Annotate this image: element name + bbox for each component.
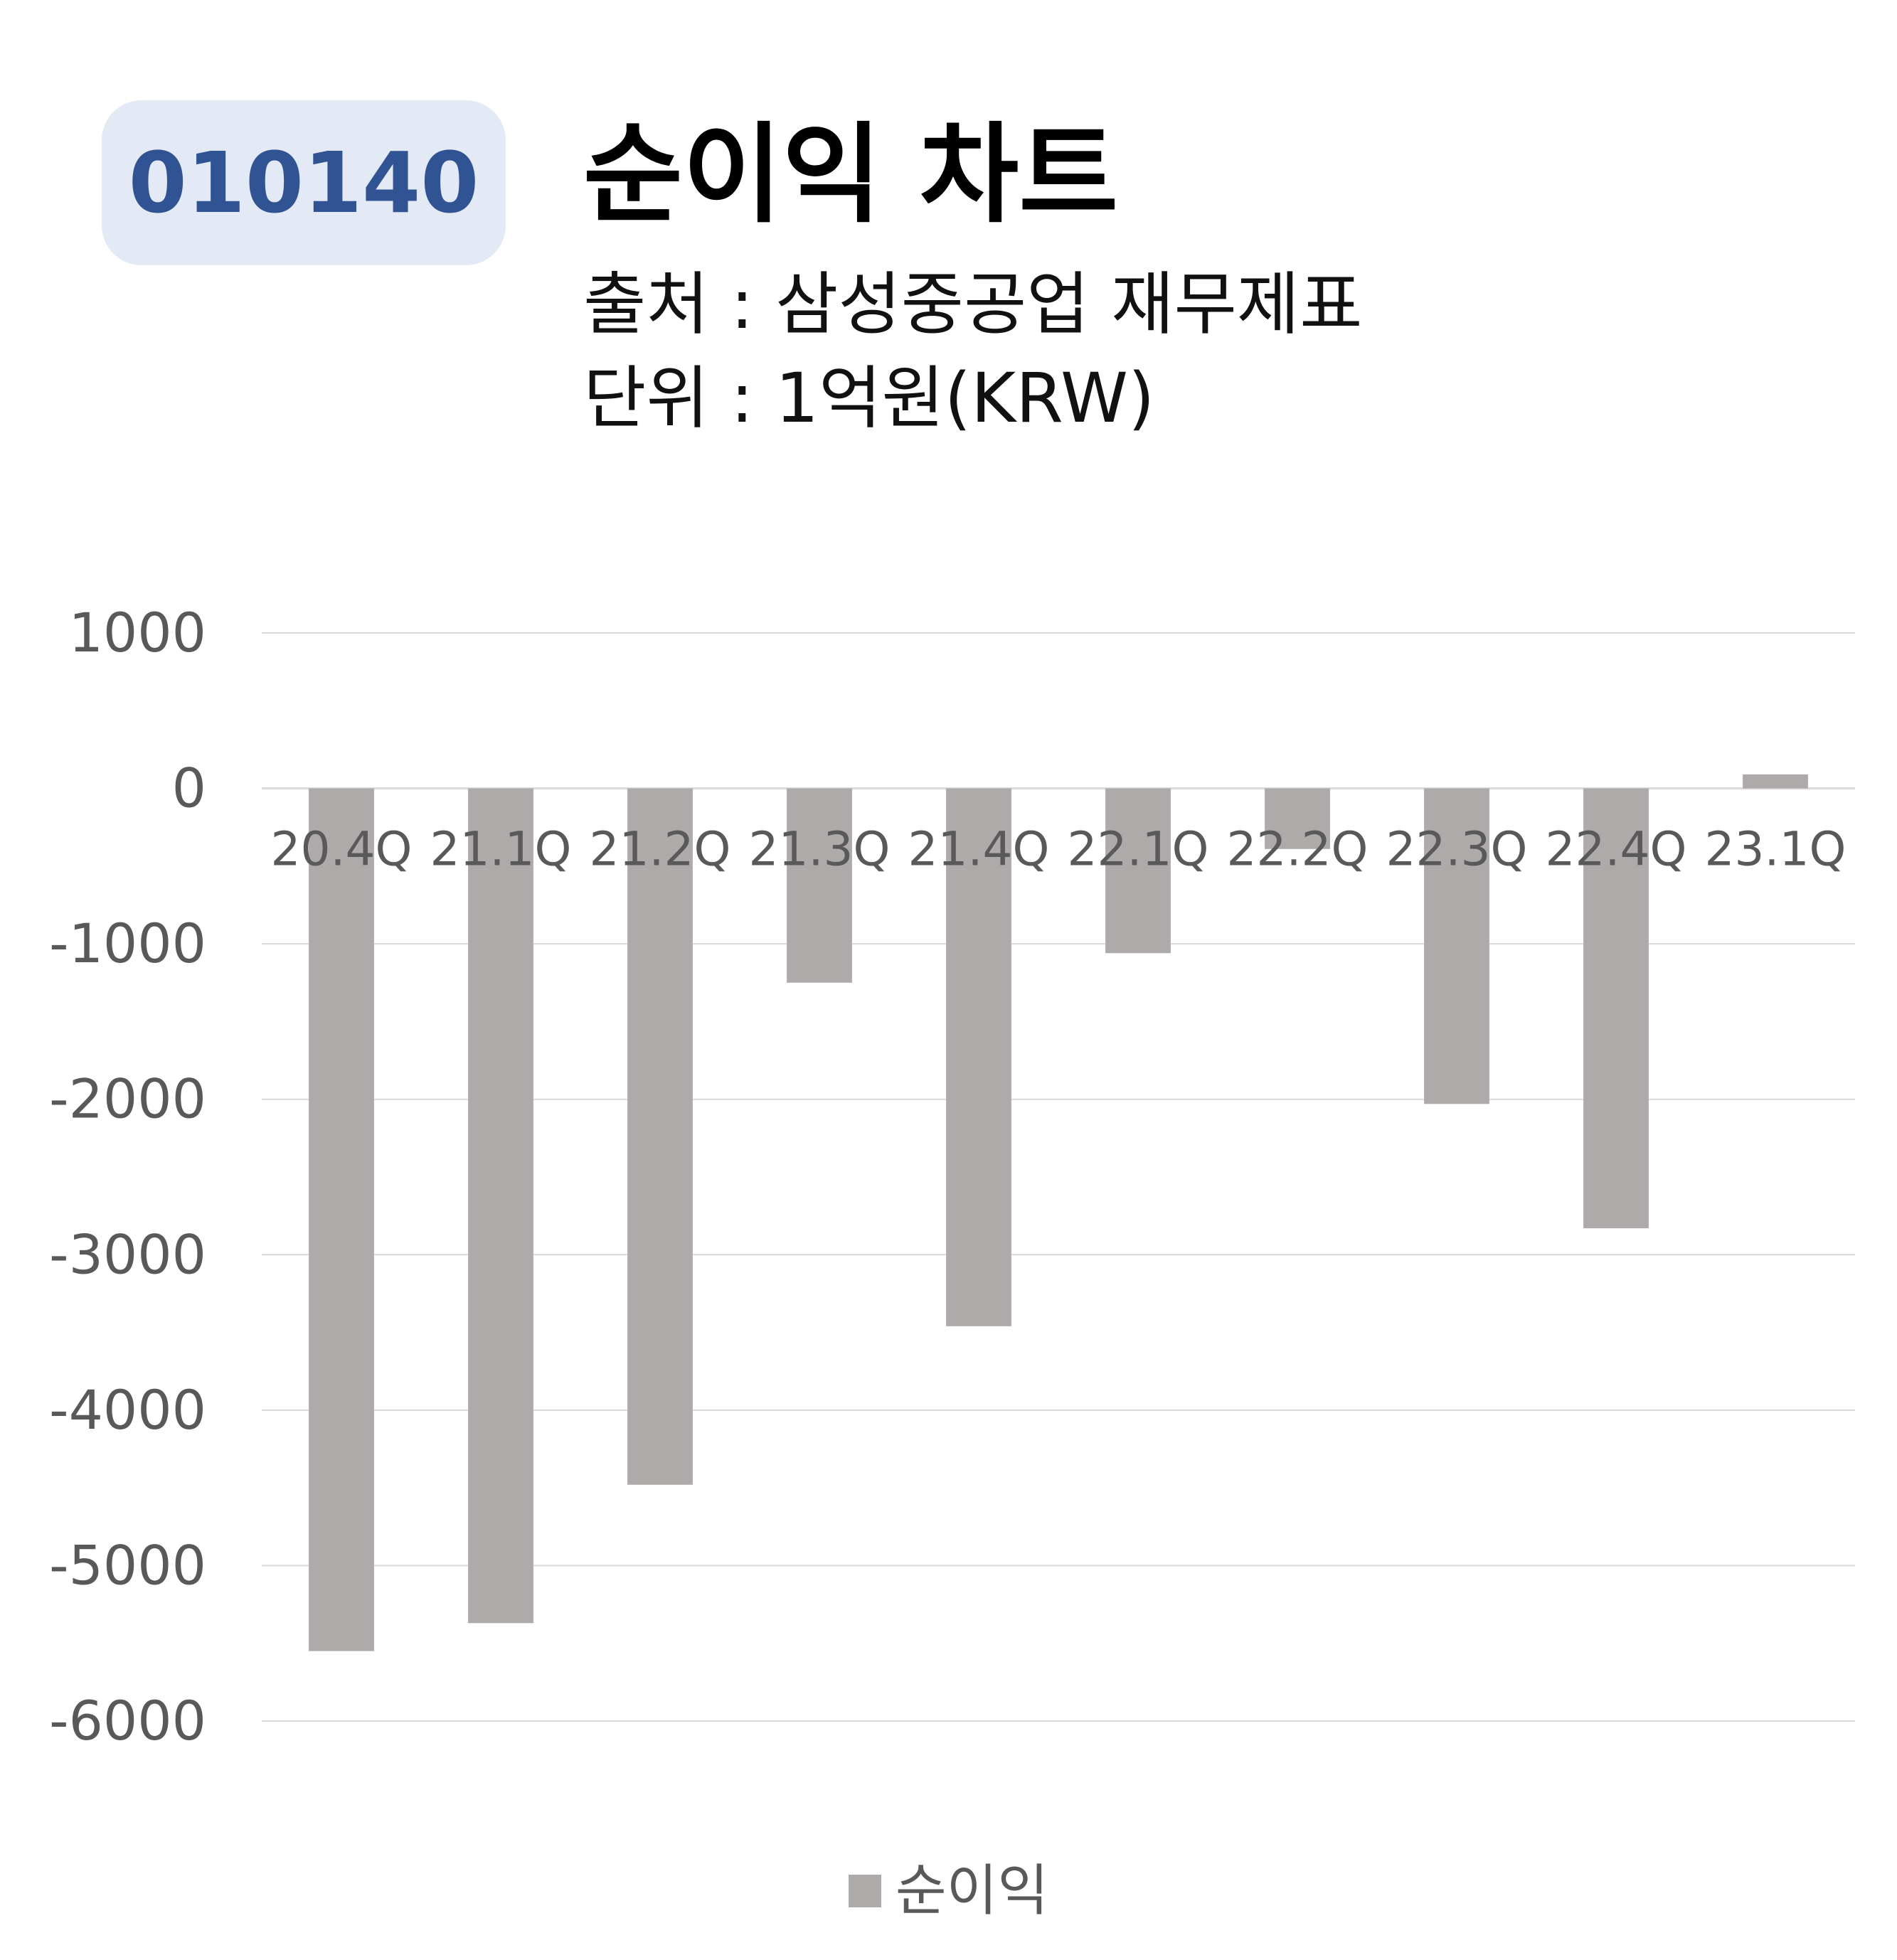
bar-22.4Q [1583, 788, 1649, 1229]
y-tick-label-0: 1000 [69, 601, 206, 664]
x-tick-label-21.1Q: 21.1Q [430, 822, 572, 877]
legend: 순이익 [0, 1863, 1897, 1919]
legend-swatch [848, 1875, 881, 1907]
bar-22.3Q [1424, 788, 1489, 1104]
source-line: 출처 : 삼성중공업 재무제표 [583, 265, 1363, 344]
bar-22.1Q [1105, 788, 1171, 954]
net-income-bar-chart: 1000 0 -1000 -2000 -3000 -4000 -5000 -6000 20.4… [49, 601, 1855, 1752]
bar-22.2Q [1265, 788, 1330, 849]
x-tick-label-23.1Q: 23.1Q [1705, 822, 1846, 877]
y-tick-label-1: 0 [172, 757, 206, 820]
y-tick-label-3: -2000 [49, 1067, 206, 1131]
unit-line: 단위 : 1억원(KRW) [583, 358, 1155, 438]
x-tick-label-21.4Q: 21.4Q [908, 822, 1050, 877]
x-tick-label-22.1Q: 22.1Q [1068, 822, 1209, 877]
bar-21.1Q [468, 788, 533, 1624]
x-tick-label-22.4Q: 22.4Q [1546, 822, 1687, 877]
x-tick-label-22.3Q: 22.3Q [1386, 822, 1528, 877]
x-tick-label-20.4Q: 20.4Q [271, 822, 413, 877]
y-tick-label-2: -1000 [49, 912, 206, 975]
x-tick-labels: 20.4Q 21.1Q 21.2Q 21.3Q 21.4Q 22.1Q 22.2Q 22.3Q… [271, 822, 1846, 877]
y-tick-label-6: -5000 [49, 1533, 206, 1597]
bars [309, 774, 1808, 1651]
y-tick-label-4: -3000 [49, 1223, 206, 1286]
x-tick-label-22.2Q: 22.2Q [1227, 822, 1369, 877]
y-tick-label-5: -4000 [49, 1378, 206, 1442]
bar-21.2Q [627, 788, 693, 1485]
x-tick-label-21.3Q: 21.3Q [749, 822, 891, 877]
bar-20.4Q [309, 788, 374, 1651]
bar-21.4Q [946, 788, 1011, 1326]
bar-21.3Q [787, 788, 852, 983]
y-tick-labels: 1000 0 -1000 -2000 -3000 -4000 -5000 -6000 [49, 601, 206, 1752]
legend-label: 순이익 [895, 1859, 1049, 1923]
chart-title: 순이익 차트 [583, 112, 1119, 238]
x-tick-label-21.2Q: 21.2Q [590, 822, 731, 877]
y-tick-label-7: -6000 [49, 1689, 206, 1752]
bar-23.1Q [1743, 774, 1808, 789]
stock-code-badge: 010140 [102, 100, 506, 265]
